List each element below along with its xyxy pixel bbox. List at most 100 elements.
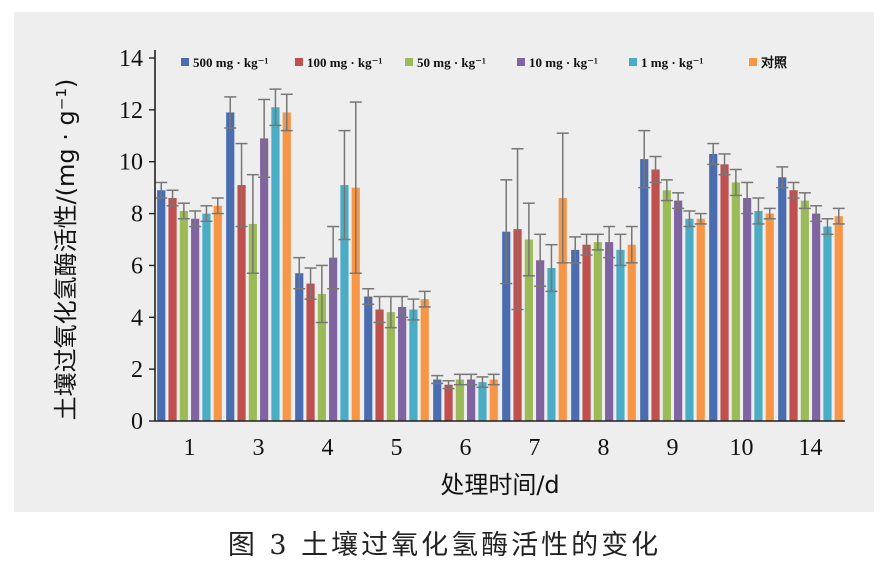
bar bbox=[696, 218, 705, 421]
y-tick-label: 14 bbox=[119, 46, 143, 72]
y-tick-label: 12 bbox=[119, 98, 143, 124]
chart-panel: 1 3 4 5 6 7 8 9 10 14 0 2 4 6 8 10 12 14 500 mg · kg⁻¹ 100… bbox=[14, 12, 874, 512]
x-tick-label: 8 bbox=[598, 435, 610, 461]
bar bbox=[616, 249, 625, 421]
x-tick-label: 7 bbox=[529, 435, 541, 461]
bar bbox=[789, 190, 798, 421]
bar bbox=[524, 239, 533, 421]
bar bbox=[834, 216, 843, 421]
x-tick-label: 6 bbox=[460, 435, 472, 461]
legend: 500 mg · kg⁻¹ 100 mg · kg⁻¹ 50 mg · kg⁻¹ 10… bbox=[181, 55, 787, 70]
bar bbox=[467, 379, 476, 421]
bar bbox=[386, 312, 395, 421]
bar bbox=[709, 153, 718, 421]
bar bbox=[157, 190, 166, 421]
legend-swatch bbox=[405, 58, 413, 66]
bar bbox=[662, 190, 671, 421]
bar bbox=[731, 182, 740, 421]
axes-layer: 1 3 4 5 6 7 8 9 10 14 0 2 4 6 8 10 12 14 bbox=[119, 46, 845, 461]
bar bbox=[248, 223, 257, 421]
bar bbox=[329, 257, 338, 421]
x-tick-label: 10 bbox=[730, 435, 754, 461]
bar bbox=[317, 293, 326, 421]
bar bbox=[627, 244, 636, 421]
bar bbox=[558, 198, 567, 421]
legend-swatch bbox=[749, 58, 757, 66]
x-tick-label: 1 bbox=[184, 435, 196, 461]
bar bbox=[800, 200, 809, 421]
y-axis-title: 土壤过氧化氢酶活性/(mg · g⁻¹) bbox=[52, 79, 80, 421]
bar bbox=[168, 198, 177, 421]
y-tick-label: 0 bbox=[131, 409, 143, 435]
bars-layer bbox=[157, 107, 843, 421]
bar bbox=[213, 205, 222, 421]
bar bbox=[754, 210, 763, 421]
legend-swatch bbox=[181, 58, 189, 66]
y-tick-label: 4 bbox=[131, 305, 143, 331]
bar bbox=[502, 231, 511, 421]
bar bbox=[489, 379, 498, 421]
bar bbox=[571, 249, 580, 421]
x-tick-label: 4 bbox=[322, 435, 334, 461]
bar bbox=[640, 159, 649, 421]
bar bbox=[812, 213, 821, 421]
bar bbox=[547, 268, 556, 421]
bar bbox=[191, 218, 200, 421]
bar bbox=[536, 260, 545, 421]
bar bbox=[455, 379, 464, 421]
legend-label: 100 mg · kg⁻¹ bbox=[307, 55, 383, 70]
legend-label: 500 mg · kg⁻¹ bbox=[193, 55, 269, 70]
bar bbox=[364, 296, 373, 421]
x-tick-label: 9 bbox=[667, 435, 679, 461]
y-tick-label: 8 bbox=[131, 202, 143, 228]
y-tick-label: 2 bbox=[131, 357, 143, 383]
bar bbox=[260, 138, 269, 421]
bar bbox=[420, 299, 429, 421]
bar bbox=[765, 213, 774, 421]
legend-swatch bbox=[629, 58, 637, 66]
bar bbox=[398, 306, 407, 421]
x-tick-label: 5 bbox=[391, 435, 403, 461]
x-tick-label: 14 bbox=[799, 435, 823, 461]
bar bbox=[444, 384, 453, 421]
bar bbox=[593, 242, 602, 421]
bar bbox=[720, 164, 729, 421]
bar bbox=[743, 198, 752, 421]
bar bbox=[478, 382, 487, 421]
bar bbox=[282, 112, 291, 421]
figure-caption: 图 3 土壤过氧化氢酶活性的变化 bbox=[227, 530, 662, 561]
bar bbox=[605, 242, 614, 421]
bar bbox=[674, 200, 683, 421]
bar-chart: 1 3 4 5 6 7 8 9 10 14 0 2 4 6 8 10 12 14 500 mg · kg⁻¹ 100… bbox=[52, 46, 845, 499]
bar bbox=[778, 177, 787, 421]
legend-label: 50 mg · kg⁻¹ bbox=[417, 55, 486, 70]
bar bbox=[409, 309, 418, 421]
x-tick-label: 3 bbox=[253, 435, 265, 461]
bar bbox=[651, 169, 660, 421]
bar bbox=[340, 185, 349, 421]
bar bbox=[513, 229, 522, 421]
bar bbox=[271, 107, 280, 421]
y-tick-label: 10 bbox=[119, 150, 143, 176]
error-bars-layer bbox=[155, 88, 845, 390]
bar bbox=[433, 379, 442, 421]
bar bbox=[179, 210, 188, 421]
bar bbox=[375, 309, 384, 421]
legend-swatch bbox=[295, 58, 303, 66]
legend-swatch bbox=[517, 58, 525, 66]
bar bbox=[823, 226, 832, 421]
bar bbox=[202, 213, 211, 421]
bar bbox=[226, 112, 235, 421]
bar bbox=[306, 283, 315, 421]
bar bbox=[685, 218, 694, 421]
y-tick-label: 6 bbox=[131, 253, 143, 279]
bar bbox=[351, 187, 360, 421]
legend-label: 1 mg · kg⁻¹ bbox=[641, 55, 704, 70]
bar bbox=[295, 273, 304, 421]
legend-label: 对照 bbox=[761, 55, 787, 70]
bar bbox=[582, 244, 591, 421]
bar bbox=[237, 185, 246, 421]
legend-label: 10 mg · kg⁻¹ bbox=[529, 55, 598, 70]
x-axis-title: 处理时间/d bbox=[440, 471, 559, 499]
